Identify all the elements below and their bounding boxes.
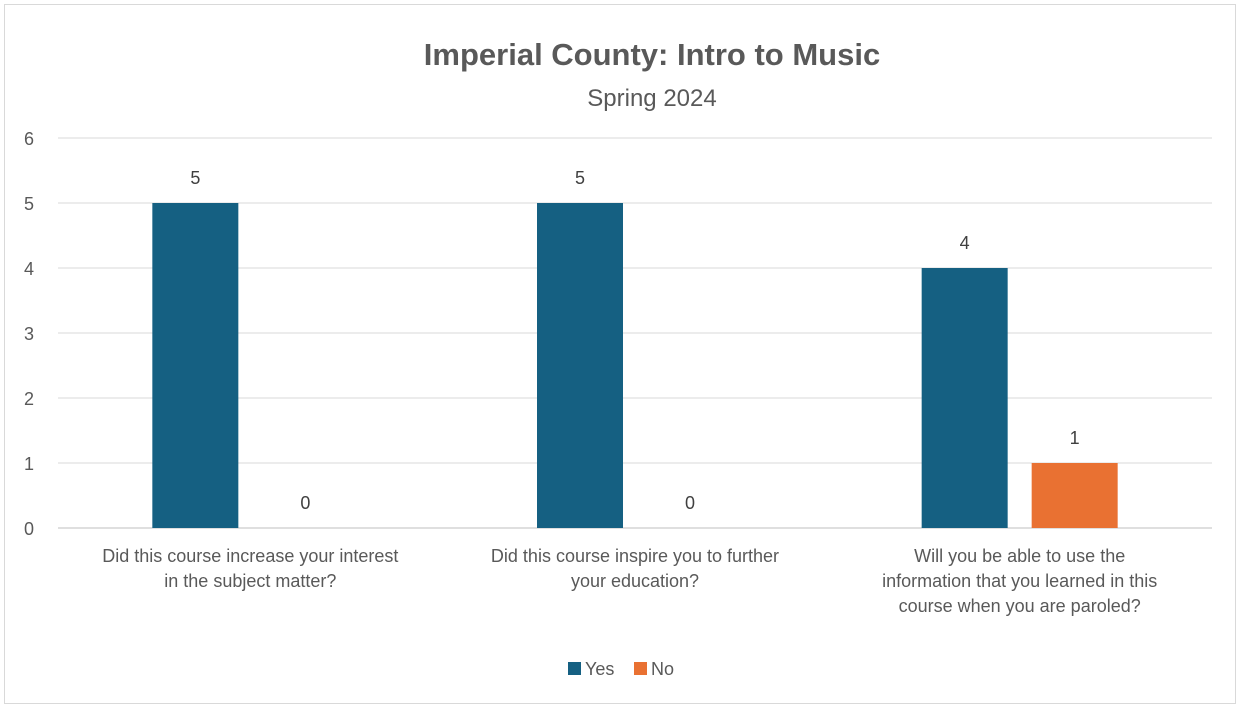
- y-tick-label: 6: [24, 129, 34, 149]
- data-label: 4: [960, 233, 970, 253]
- bar-no: [1031, 463, 1118, 528]
- data-label: 5: [190, 168, 200, 188]
- chart-subtitle: Spring 2024: [587, 85, 716, 112]
- legend: Yes No: [568, 659, 674, 679]
- legend-label-no: No: [651, 659, 674, 679]
- data-labels: 5 0 5 0 4 1: [190, 168, 1079, 513]
- x-category-label: in the subject matter?: [164, 571, 336, 591]
- y-tick-label: 5: [24, 194, 34, 214]
- x-category-label: course when you are paroled?: [899, 596, 1141, 616]
- x-category-label: Will you be able to use the: [914, 546, 1125, 566]
- y-tick-label: 3: [24, 324, 34, 344]
- y-axis: 0 1 2 3 4 5 6: [24, 129, 34, 539]
- bar-yes: [921, 268, 1008, 528]
- chart-title: Imperial County: Intro to Music: [424, 37, 880, 72]
- x-category-label: Did this course inspire you to further: [491, 546, 779, 566]
- y-tick-label: 4: [24, 259, 34, 279]
- y-tick-label: 0: [24, 519, 34, 539]
- x-category-label: your education?: [571, 571, 699, 591]
- x-category-label: Did this course increase your interest: [102, 546, 398, 566]
- legend-swatch-yes: [568, 662, 581, 675]
- x-axis: Did this course increase your interest in…: [102, 546, 1157, 616]
- y-tick-label: 2: [24, 389, 34, 409]
- data-label: 0: [685, 493, 695, 513]
- x-category-label: information that you learned in this: [882, 571, 1157, 591]
- bar-yes: [152, 203, 239, 528]
- bar-yes: [537, 203, 623, 528]
- bars: [152, 203, 1118, 528]
- y-tick-label: 1: [24, 454, 34, 474]
- legend-swatch-no: [634, 662, 647, 675]
- data-label: 1: [1070, 428, 1080, 448]
- data-label: 5: [575, 168, 585, 188]
- data-label: 0: [300, 493, 310, 513]
- legend-label-yes: Yes: [585, 659, 614, 679]
- gridlines: [58, 137, 1212, 529]
